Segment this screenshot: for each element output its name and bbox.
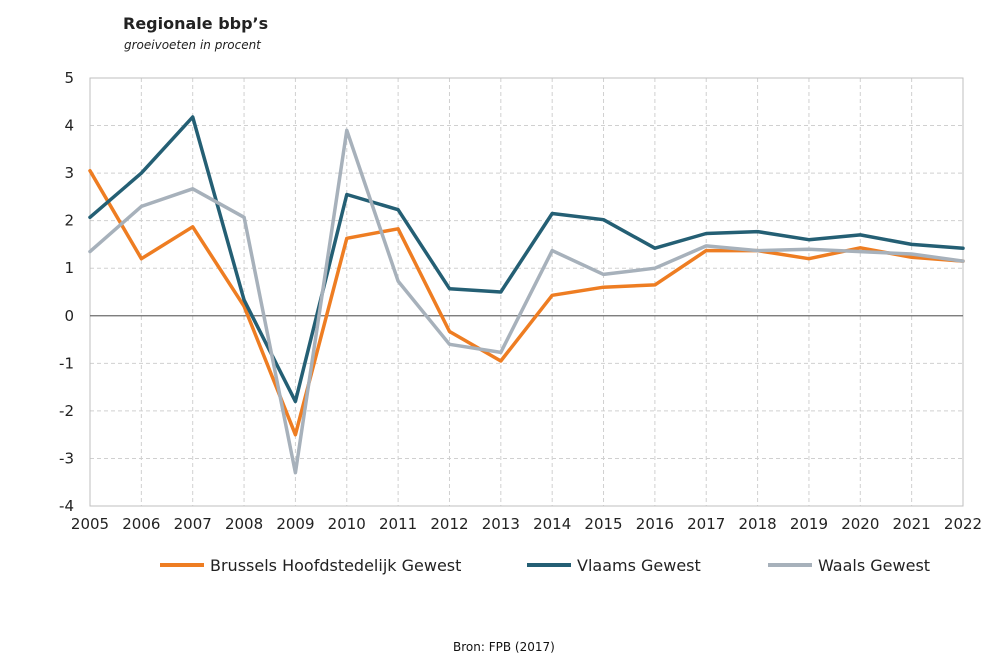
x-tick-label: 2005 [71, 515, 109, 533]
legend-swatch-brussels [160, 563, 204, 567]
legend-item-vlaams: Vlaams Gewest [527, 552, 701, 578]
x-tick-label: 2017 [687, 515, 725, 533]
chart-legend: Brussels Hoofdstedelijk Gewest Vlaams Ge… [0, 552, 1007, 578]
x-tick-label: 2021 [893, 515, 931, 533]
y-tick-label: 2 [64, 212, 74, 230]
x-tick-label: 2008 [225, 515, 263, 533]
legend-swatch-vlaams [527, 563, 571, 567]
chart-subtitle: groeivoeten in procent [124, 38, 261, 52]
y-tick-label: -4 [59, 497, 74, 515]
x-tick-label: 2016 [636, 515, 674, 533]
x-tick-label: 2013 [482, 515, 520, 533]
y-tick-label: 0 [64, 307, 74, 325]
legend-item-waals: Waals Gewest [768, 552, 930, 578]
x-tick-label: 2022 [944, 515, 982, 533]
x-tick-label: 2019 [790, 515, 828, 533]
x-tick-label: 2015 [584, 515, 622, 533]
y-tick-label: 3 [64, 164, 74, 182]
series-line-2 [88, 128, 965, 475]
y-tick-label: 1 [64, 259, 74, 277]
y-tick-label: -1 [59, 354, 74, 372]
line-chart: -4 -3 -2 -1 0 1 2 3 4 5 2005 2006 2007 2008 2009 2010 20… [59, 69, 982, 533]
x-tick-label: 2011 [379, 515, 417, 533]
x-tick-label: 2020 [841, 515, 879, 533]
legend-label-waals: Waals Gewest [818, 555, 931, 575]
x-tick-label: 2006 [122, 515, 160, 533]
y-tick-label: 5 [64, 69, 74, 87]
legend-item-brussels: Brussels Hoofdstedelijk Gewest [160, 552, 461, 578]
x-tick-label: 2009 [276, 515, 314, 533]
legend-swatch-waals [768, 563, 812, 567]
legend-label-vlaams: Vlaams Gewest [577, 555, 701, 575]
series-line-0 [88, 168, 965, 437]
x-tick-label: 2010 [328, 515, 366, 533]
source-note: Bron: FPB (2017) [453, 640, 555, 654]
y-tick-label: 4 [64, 117, 74, 135]
x-tick-label: 2012 [430, 515, 468, 533]
series-line-1 [88, 115, 965, 404]
y-tick-label: -3 [59, 449, 74, 467]
x-tick-label: 2018 [738, 515, 776, 533]
x-tick-label: 2007 [174, 515, 212, 533]
plot-frame [89, 77, 964, 507]
y-tick-label: -2 [59, 402, 74, 420]
legend-label-brussels: Brussels Hoofdstedelijk Gewest [210, 555, 462, 575]
x-tick-label: 2014 [533, 515, 571, 533]
chart-title: Regionale bbp’s [123, 14, 269, 33]
